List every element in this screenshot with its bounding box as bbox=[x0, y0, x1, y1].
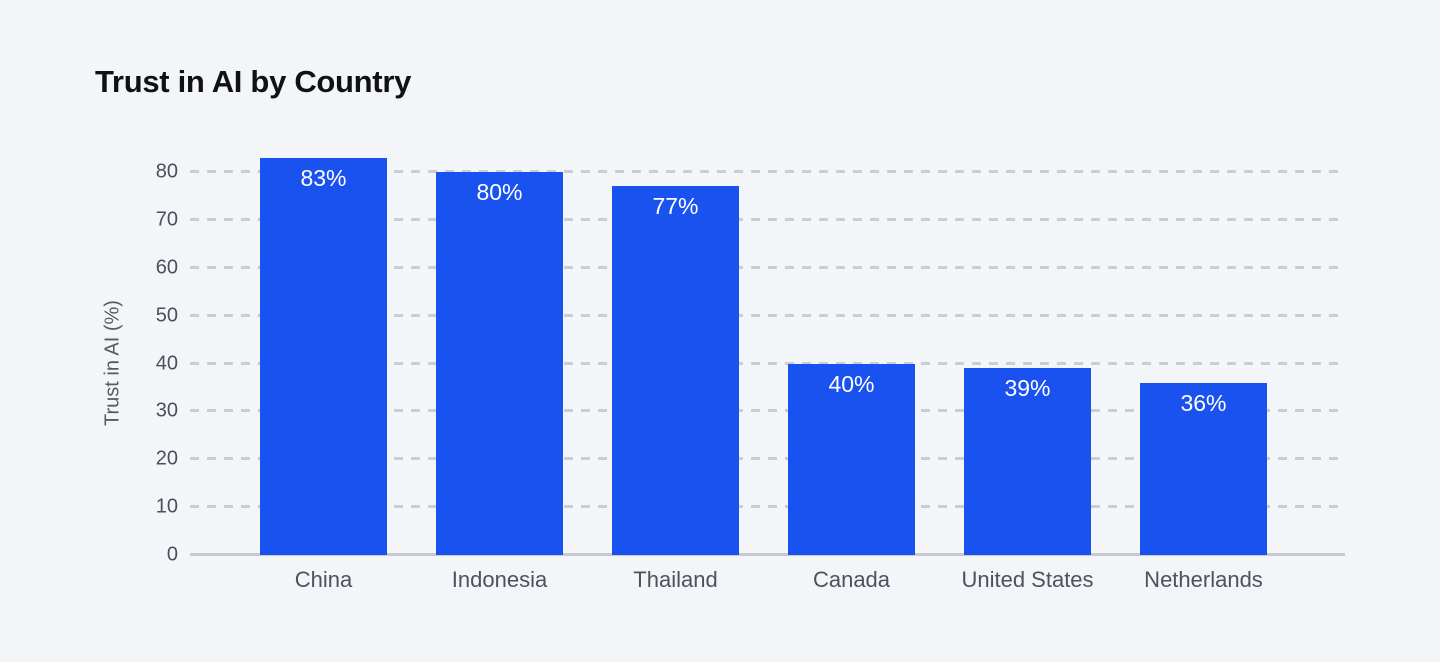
x-tick-label-indonesia: Indonesia bbox=[451, 567, 548, 592]
x-axis-line bbox=[190, 553, 1345, 556]
bar-canada: 40% bbox=[788, 363, 915, 555]
bar-value-label: 39% bbox=[1004, 375, 1051, 402]
gridline-20 bbox=[190, 457, 1345, 461]
chart-title: Trust in AI by Country bbox=[95, 64, 412, 99]
x-tick-label-thailand: Thailand bbox=[633, 567, 718, 592]
bar-value-label: 40% bbox=[828, 370, 875, 397]
gridline-60 bbox=[190, 265, 1345, 269]
gridline-10 bbox=[190, 505, 1345, 509]
bar-thailand: 77% bbox=[612, 186, 739, 555]
bar-china: 83% bbox=[260, 157, 387, 555]
y-tick-label-80: 80 bbox=[155, 160, 178, 183]
y-tick-label-70: 70 bbox=[155, 208, 178, 231]
bar-value-label: 77% bbox=[652, 193, 699, 220]
x-tick-label-canada: Canada bbox=[812, 567, 891, 592]
x-tick-label-united-states: United States bbox=[961, 567, 1094, 592]
y-tick-label-50: 50 bbox=[155, 304, 178, 327]
bar-united-states: 39% bbox=[964, 368, 1091, 555]
y-axis-title: Trust in AI (%) bbox=[101, 300, 124, 426]
y-tick-label-30: 30 bbox=[155, 399, 178, 422]
x-tick-label-netherlands: Netherlands bbox=[1144, 567, 1263, 592]
bar-indonesia: 80% bbox=[436, 172, 563, 555]
y-tick-label-0: 0 bbox=[166, 543, 178, 566]
gridline-30 bbox=[190, 409, 1345, 413]
bar-value-label: 83% bbox=[300, 164, 347, 191]
y-tick-label-60: 60 bbox=[155, 256, 178, 279]
gridline-50 bbox=[190, 313, 1345, 317]
gridline-70 bbox=[190, 217, 1345, 221]
gridline-40 bbox=[190, 361, 1345, 365]
y-tick-label-20: 20 bbox=[155, 447, 178, 470]
plot-area: 83% 80% 77% 40% 39% 36% bbox=[190, 140, 1345, 556]
bar-value-label: 80% bbox=[476, 179, 523, 205]
gridline-80 bbox=[190, 170, 1345, 173]
y-tick-label-10: 10 bbox=[155, 495, 178, 518]
bar-value-label: 36% bbox=[1180, 389, 1227, 416]
y-tick-label-40: 40 bbox=[155, 352, 178, 374]
bar-netherlands: 36% bbox=[1140, 382, 1267, 555]
x-tick-label-china: China bbox=[294, 567, 353, 592]
